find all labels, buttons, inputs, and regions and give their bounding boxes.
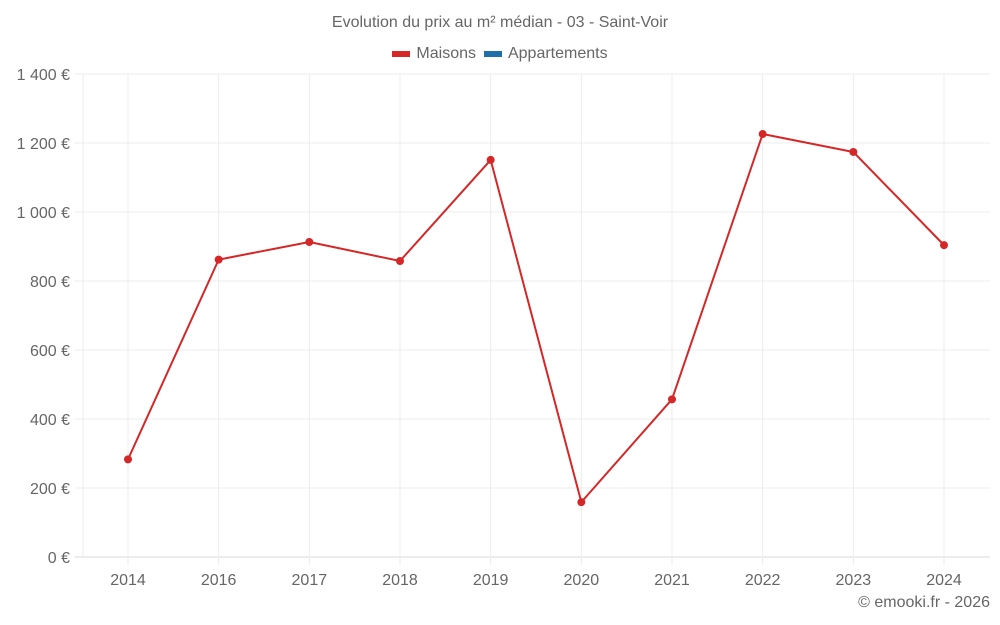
data-point[interactable] — [486, 155, 495, 164]
x-tick-label: 2016 — [201, 572, 237, 589]
legend-item-appartements[interactable]: Appartements — [483, 45, 608, 63]
legend-item-maisons[interactable]: Maisons — [392, 45, 476, 63]
data-point[interactable] — [396, 256, 404, 265]
y-tick-label: 600 € — [30, 343, 70, 360]
x-tick-label: 2021 — [654, 572, 690, 589]
x-tick-label: 2018 — [382, 572, 418, 589]
x-tick-label: 2020 — [564, 572, 600, 589]
y-tick-label: 1 200 € — [17, 136, 70, 153]
y-axis: 0 € 200 € 400 € 600 € 800 € 1 000 € 1 200 € 1 4… — [17, 67, 70, 567]
y-tick-label: 400 € — [30, 412, 70, 429]
y-tick-label: 200 € — [30, 481, 70, 498]
legend-swatch-maisons — [392, 51, 411, 57]
y-tick-label: 0 € — [48, 550, 70, 567]
legend-label-appartements: Appartements — [507, 45, 608, 62]
credit-text: © emooki.fr - 2026 — [858, 594, 990, 611]
data-point[interactable] — [577, 498, 586, 507]
legend: Maisons Appartements — [0, 45, 1000, 63]
data-point[interactable] — [305, 238, 314, 247]
x-tick-label: 2014 — [110, 572, 146, 589]
data-point[interactable] — [124, 455, 132, 464]
legend-swatch-appartements — [483, 51, 502, 57]
x-tick-label: 2023 — [836, 572, 872, 589]
series-maisons — [124, 130, 948, 507]
y-tick-label: 800 € — [30, 274, 70, 291]
data-point[interactable] — [849, 147, 858, 156]
chart-title: Evolution du prix au m² médian - 03 - Sa… — [331, 14, 669, 31]
data-point[interactable] — [668, 395, 676, 404]
y-tick-label: 1 000 € — [17, 205, 70, 222]
x-tick-label: 2017 — [292, 572, 328, 589]
x-axis: 2014 2016 2017 2018 2019 2020 2021 2022 2023 2024 — [110, 572, 962, 589]
data-point[interactable] — [940, 241, 948, 250]
x-tick-label: 2022 — [745, 572, 781, 589]
x-tick-label: 2024 — [926, 572, 962, 589]
x-tick-label: 2019 — [473, 572, 509, 589]
y-tick-label: 1 400 € — [17, 67, 70, 84]
legend-label-maisons: Maisons — [416, 45, 476, 62]
data-point[interactable] — [214, 255, 223, 264]
data-point[interactable] — [758, 130, 767, 139]
